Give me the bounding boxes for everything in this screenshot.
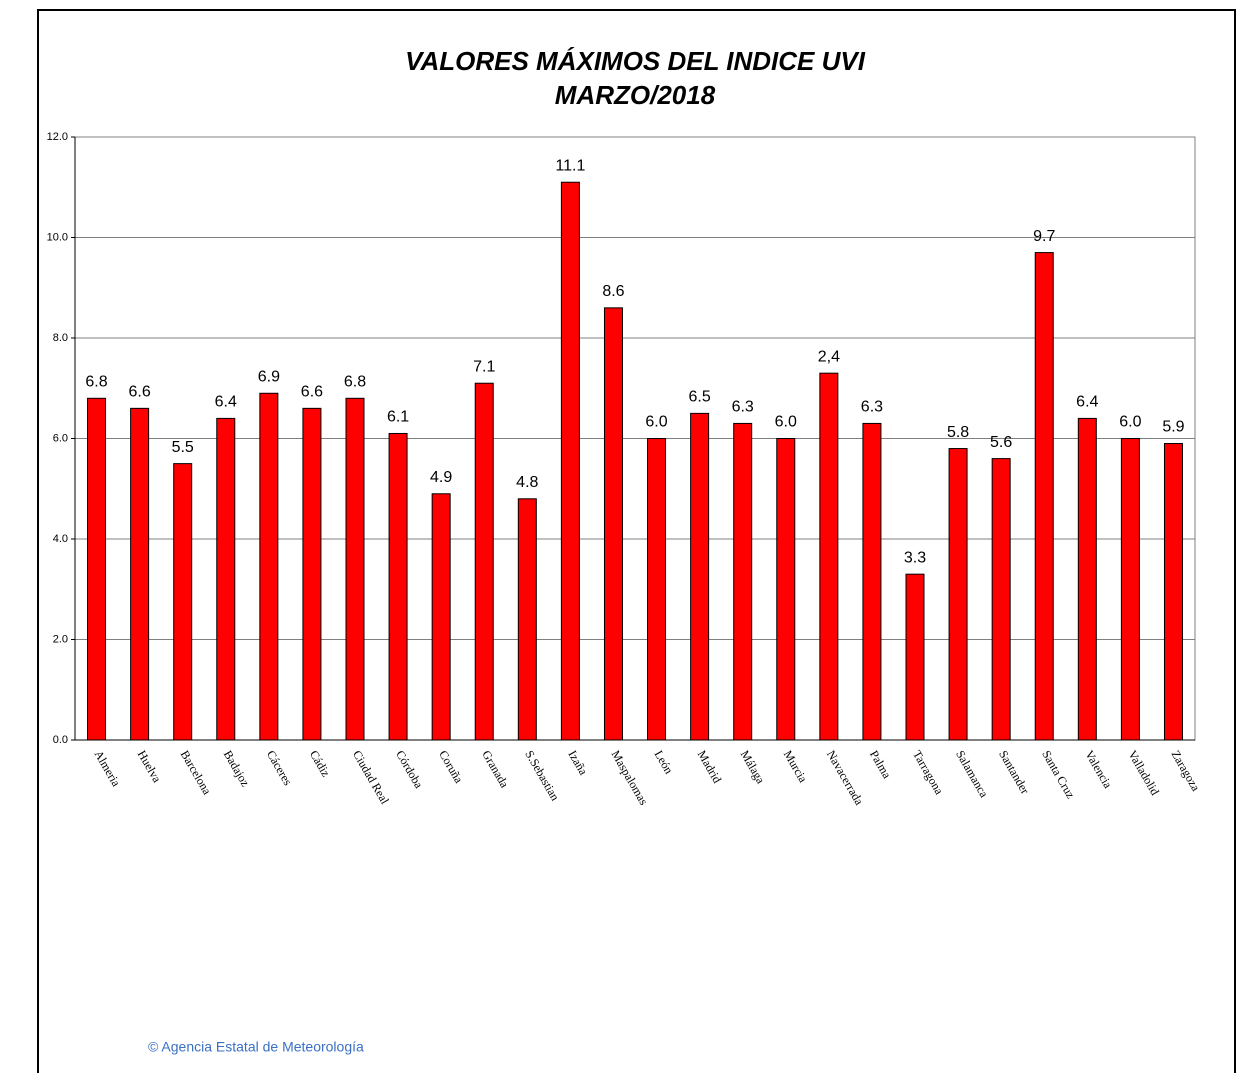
y-tick-label: 4.0 [53,533,68,545]
y-tick-label: 12.0 [47,131,68,143]
bar [345,397,365,741]
footer: © Agencia Estatal de Meteorología [148,1039,364,1055]
y-tick-label: 2.0 [53,633,68,645]
bar [517,498,537,741]
value-label: 5.5 [172,439,194,456]
value-label: 2,4 [818,348,840,365]
value-label: 6.3 [732,399,754,416]
value-label: 6.6 [128,384,150,401]
y-tick-label: 10.0 [47,231,68,243]
bar [302,407,322,741]
value-label: 5.6 [990,434,1012,451]
chart-subtitle: MARZO/2018 [555,80,716,110]
value-label: 6.8 [344,374,366,391]
bar [647,438,667,741]
value-label: 8.6 [602,283,624,300]
bar [388,432,408,741]
value-label: 7.1 [473,358,495,375]
value-label: 6.3 [861,399,883,416]
bar [1163,443,1183,741]
value-label: 6.4 [1076,394,1098,411]
value-label: 6.8 [85,374,107,391]
value-label: 5.9 [1162,419,1184,436]
bar [216,417,236,741]
value-label: 3.3 [904,549,926,566]
value-label: 6.1 [387,409,409,426]
value-label: 6.5 [688,389,710,406]
bar [259,392,279,741]
bar [1034,252,1054,741]
bar [173,463,193,741]
value-label: 5.8 [947,424,969,441]
value-label: 4.9 [430,469,452,486]
y-tick-label: 8.0 [53,332,68,344]
bar [948,448,968,741]
value-label: 6.0 [645,414,667,431]
bar [733,422,753,741]
bar [1120,438,1140,741]
bar [431,493,451,741]
value-label: 6.0 [775,414,797,431]
value-label: 6.9 [258,368,280,385]
bar [905,573,925,741]
value-label: 9.7 [1033,228,1055,245]
value-label: 4.8 [516,474,538,491]
bar [1077,417,1097,741]
y-tick-label: 6.0 [53,432,68,444]
bar [560,181,580,741]
bar [130,407,150,741]
bar [87,397,107,741]
bar [603,307,623,741]
y-tick-label: 0.0 [53,734,68,746]
value-label: 6.6 [301,384,323,401]
bar [776,438,796,741]
bar [819,372,839,741]
value-label: 11.1 [555,157,585,174]
value-label: 6.0 [1119,414,1141,431]
bar [690,412,710,741]
bar [991,458,1011,741]
chart-title: VALORES MÁXIMOS DEL INDICE UVI [405,46,866,76]
value-label: 6.4 [215,394,237,411]
bar [862,422,882,741]
bar [474,382,494,741]
